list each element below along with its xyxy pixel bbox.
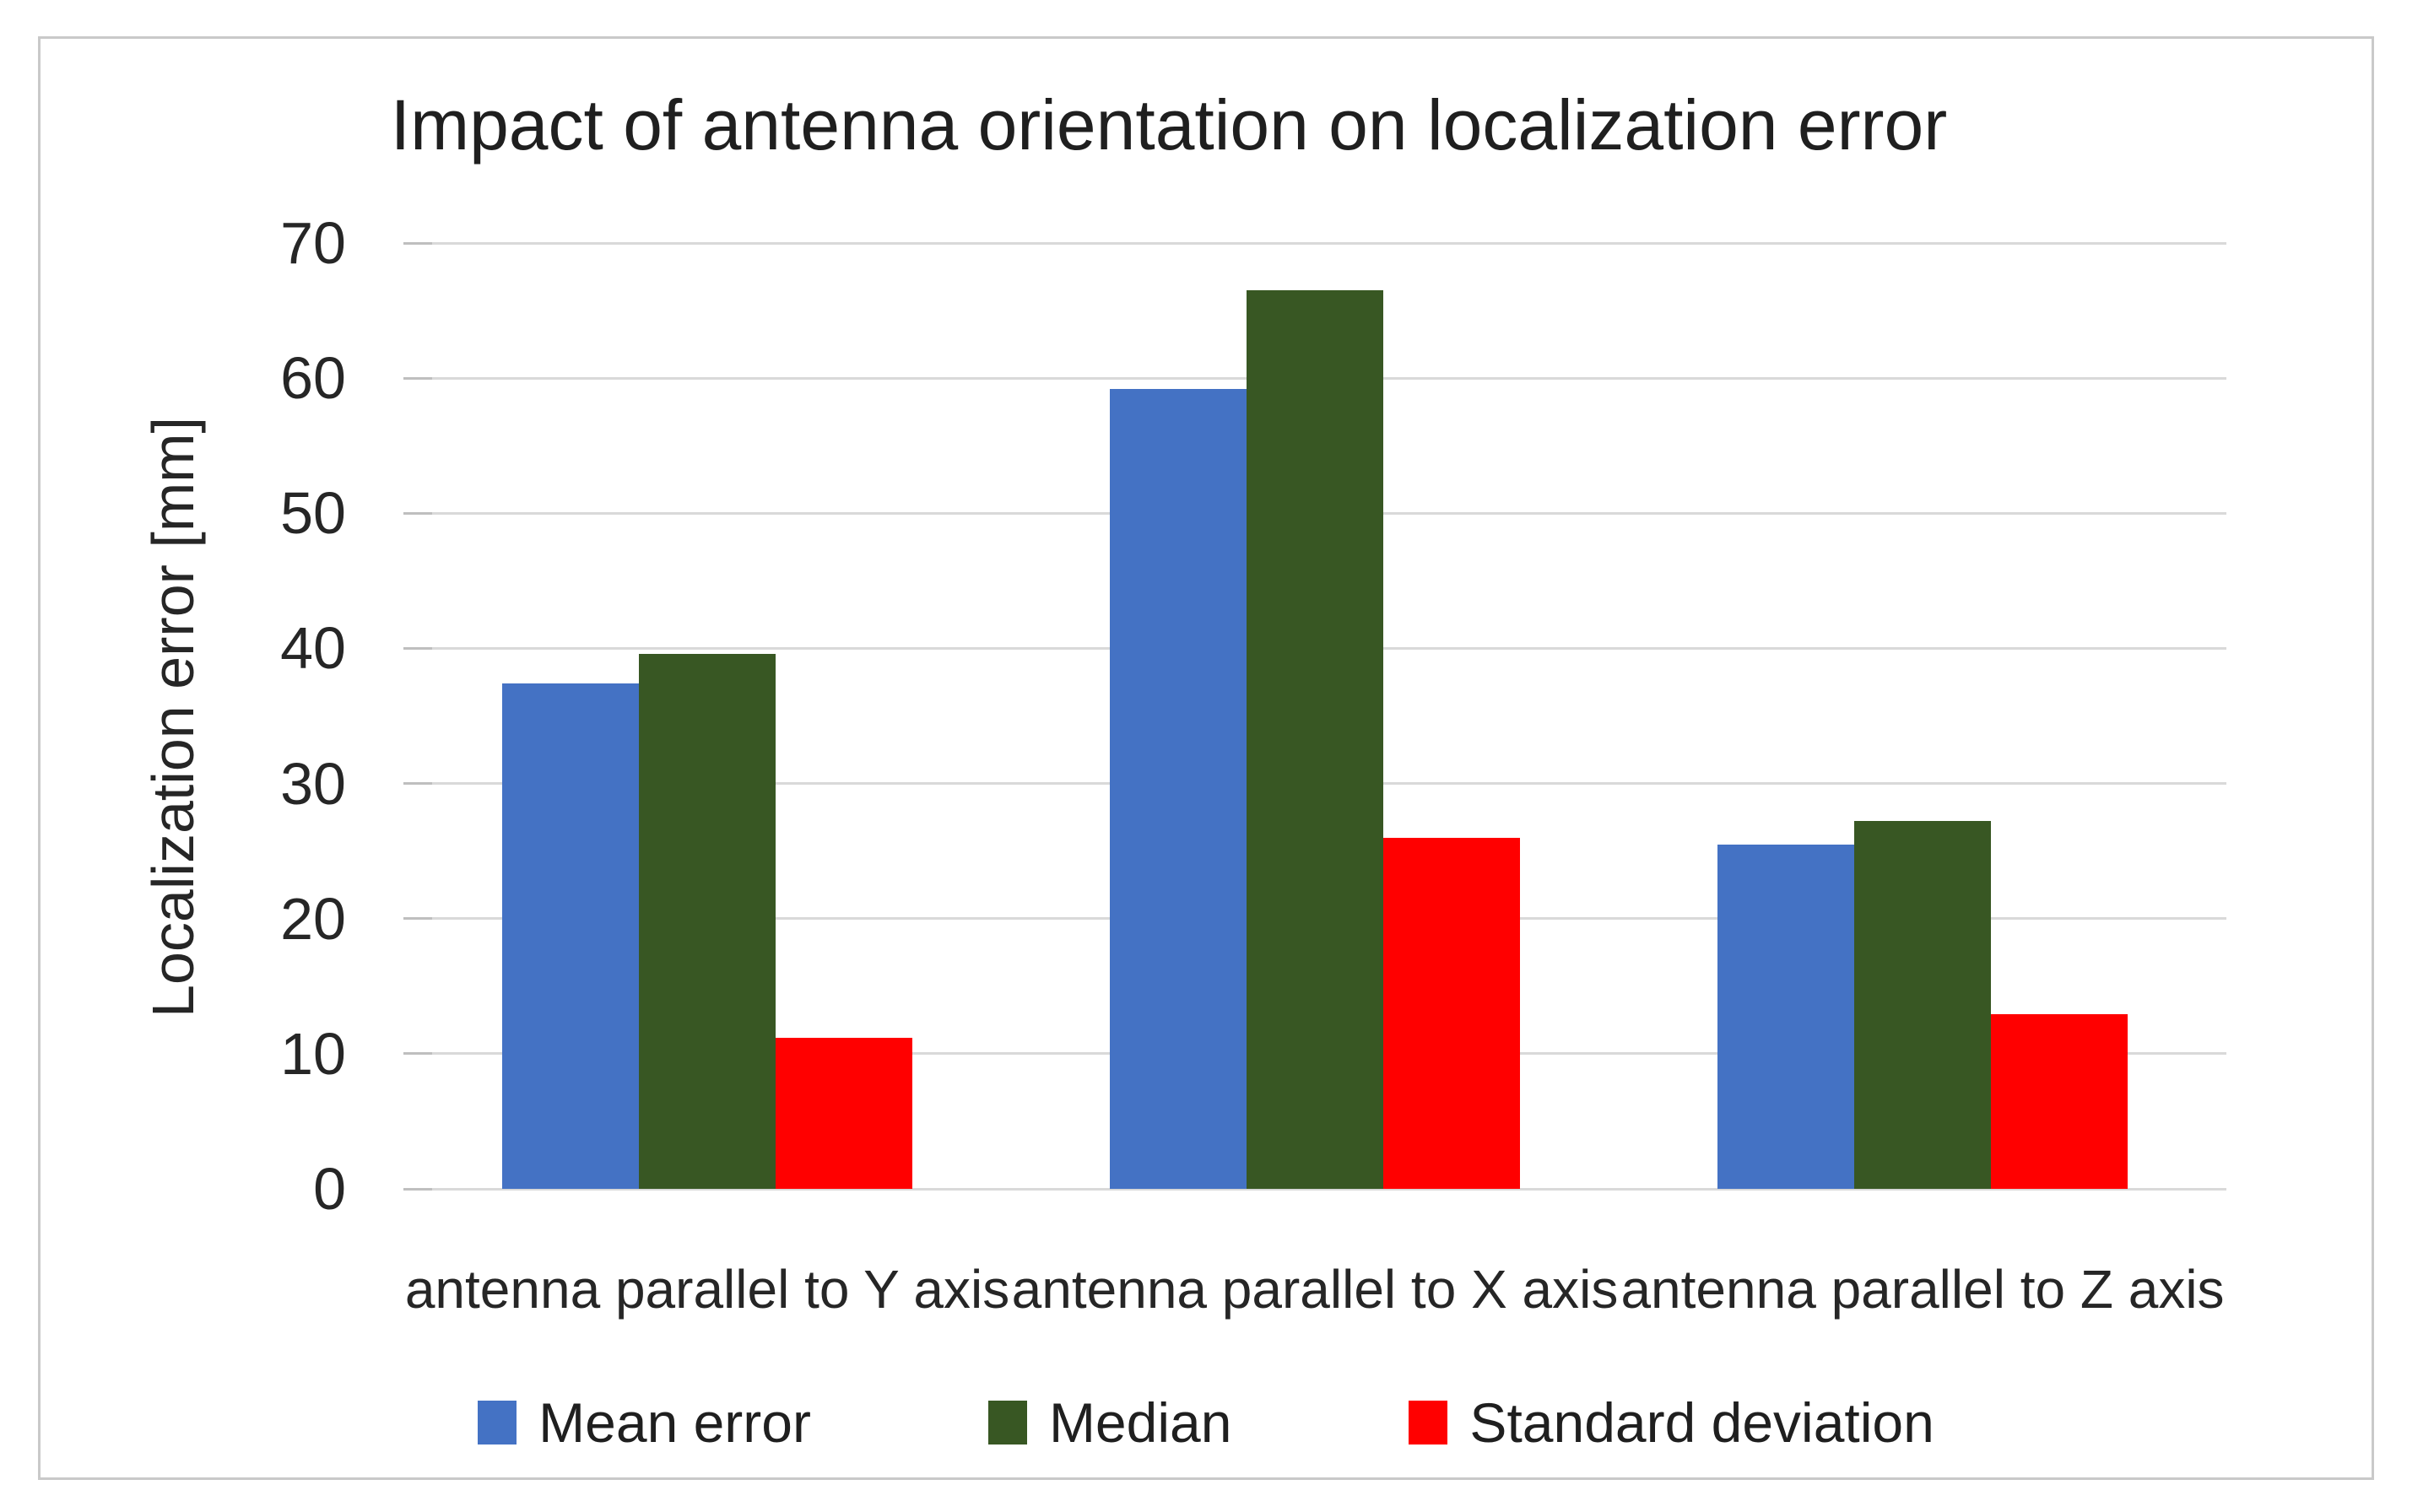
bar-mean-error — [502, 683, 639, 1189]
y-tick-label: 10 — [280, 1020, 346, 1087]
gridline — [403, 1187, 2226, 1191]
y-tick-label: 50 — [280, 480, 346, 547]
plot-area — [403, 241, 2226, 1191]
bar-standard-deviation — [776, 1037, 912, 1189]
y-tick-mark — [403, 917, 432, 921]
bar-standard-deviation — [1383, 837, 1520, 1189]
y-tick-label: 40 — [280, 615, 346, 682]
legend-label: Median — [1048, 1391, 1232, 1454]
bar-median — [1854, 821, 1991, 1189]
legend-item: Mean error — [478, 1390, 811, 1455]
y-tick-mark — [403, 376, 432, 380]
bar-mean-error — [1717, 844, 1854, 1189]
legend-item: Median — [987, 1390, 1232, 1455]
bar-standard-deviation — [1991, 1014, 2128, 1189]
y-tick-mark — [403, 782, 432, 786]
y-tick-label: 60 — [280, 345, 346, 412]
chart-title: Impact of antenna orientation on localiz… — [390, 85, 1948, 165]
bar-mean-error — [1110, 388, 1247, 1189]
legend-swatch-icon — [1409, 1401, 1448, 1444]
gridline — [403, 241, 2226, 245]
y-tick-mark — [403, 646, 432, 650]
category-label: antenna parallel to Y axis — [404, 1259, 1010, 1320]
y-tick-label: 30 — [280, 750, 346, 817]
legend-swatch-icon — [478, 1401, 517, 1444]
y-tick-label: 20 — [280, 885, 346, 952]
y-tick-label: 0 — [313, 1156, 346, 1222]
bar-median — [1247, 290, 1383, 1189]
legend: Mean error Median Standard deviation — [38, 1390, 2374, 1455]
category-label: antenna parallel to X axis — [1011, 1259, 1619, 1320]
y-tick-label: 70 — [280, 210, 346, 276]
legend-label: Mean error — [538, 1391, 811, 1454]
legend-swatch-icon — [987, 1401, 1027, 1444]
bar-median — [639, 653, 776, 1189]
y-tick-mark — [403, 1187, 432, 1191]
legend-label: Standard deviation — [1469, 1391, 1934, 1454]
category-label: antenna parallel to Z axis — [1620, 1259, 2225, 1320]
y-tick-mark — [403, 511, 432, 515]
y-tick-mark — [403, 1052, 432, 1056]
legend-item: Standard deviation — [1409, 1390, 1934, 1455]
y-tick-mark — [403, 241, 432, 245]
